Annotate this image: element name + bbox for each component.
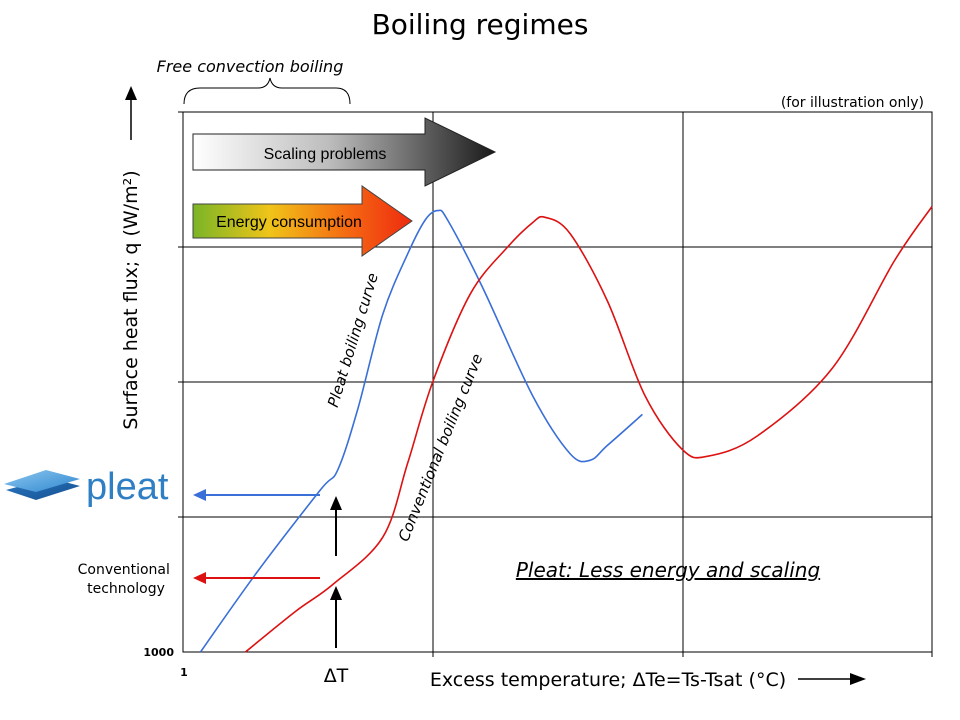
- delta-t-arrow-upper-head: [330, 496, 342, 510]
- conventional-technology-line1: Conventional: [78, 562, 170, 578]
- delta-t-label: ΔT: [324, 665, 349, 687]
- y-axis-label: Surface heat flux; q (W/m²): [120, 170, 142, 429]
- plot-grid: [178, 111, 933, 657]
- pleat-pointer-head: [193, 489, 206, 501]
- tagline: Pleat: Less energy and scaling: [516, 558, 820, 582]
- x-axis-arrow-head: [850, 673, 866, 685]
- x-tick-label: 1: [180, 666, 188, 679]
- scaling-problems-label: Scaling problems: [264, 146, 387, 163]
- chart-title: Boiling regimes: [372, 8, 589, 41]
- scaling-problems-arrow: [192, 117, 497, 187]
- conventional-pointer-head: [193, 572, 206, 584]
- pleat-logo: pleat: [4, 466, 169, 508]
- energy-consumption-label: Energy consumption: [216, 214, 362, 231]
- series-line-pleat: [199, 209, 643, 653]
- conventional-technology-line2: technology: [87, 581, 165, 597]
- free-convection-label: Free convection boiling: [157, 57, 344, 76]
- conventional-technology-label: Conventional technology: [78, 562, 175, 597]
- x-axis-label: Excess temperature; ΔTe=Ts-Tsat (°C): [430, 669, 786, 691]
- series-label-pleat: Pleat boiling curve: [324, 271, 382, 409]
- y-axis-label-text: Surface heat flux; q (W/m²): [120, 170, 142, 429]
- series-label-conventional: Conventional boiling curve: [395, 351, 487, 544]
- series-line-conventional: [244, 206, 933, 653]
- delta-t-arrow-lower-head: [330, 586, 342, 600]
- pleat-logo-text: pleat: [86, 466, 169, 508]
- illustration-note: (for illustration only): [781, 95, 924, 111]
- free-convection-brace: [183, 77, 351, 105]
- y-axis-arrow-head: [125, 86, 137, 100]
- y-tick-label: 1000: [143, 646, 174, 659]
- pleat-logo-mark-top: [4, 470, 80, 492]
- energy-consumption-arrow: [192, 185, 413, 257]
